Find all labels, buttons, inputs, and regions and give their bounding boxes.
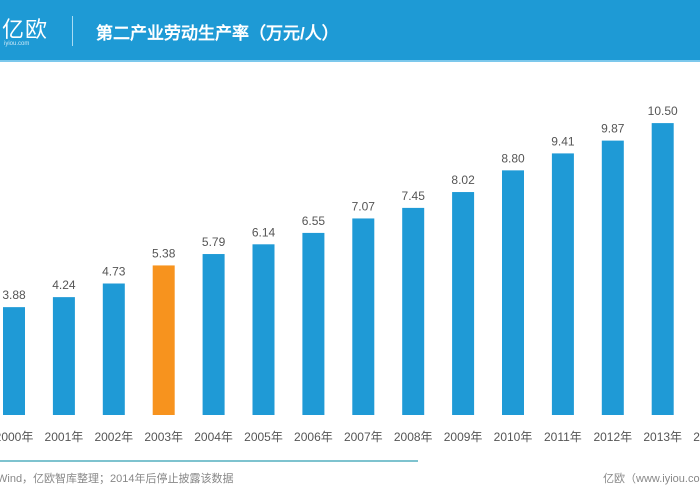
bar-2004年 [202,254,225,415]
data-label: 8.80 [501,151,525,165]
x-tick-label: 2013年 [643,430,682,444]
logo-subtext: iyiou.com [4,41,30,47]
x-tick-label: 2003年 [144,430,183,444]
x-tick-label: 2002年 [94,430,133,444]
bar-2006年 [302,232,325,415]
x-tick-label: 2005年 [244,430,283,444]
x-tick-label: 2009年 [444,430,483,444]
x-tick-label: 2001年 [45,430,84,444]
bar-2012年 [601,140,624,415]
x-tick-label: 2006年 [294,430,333,444]
logo: 亿欧 [2,17,49,42]
data-label: 5.38 [152,246,176,260]
bar-2013年 [651,123,674,415]
data-label: 9.41 [551,134,575,148]
data-label: 6.55 [302,214,326,228]
x-tick-label: 2011年 [544,430,582,444]
data-label: 5.79 [202,235,226,249]
x-tick-label: 2007年 [344,430,383,444]
x-tick-label: 2010年 [494,430,533,444]
bar-chart: 3.88 2000年 4.24 2001年 4.73 2002年 5.38 2003年 5.79… [0,104,700,444]
footer-divider [0,460,418,462]
source-note: Wind，亿欧智库整理；2014年后停止披露该数据 [0,473,234,485]
bar-2011年 [551,153,574,415]
x-tick-label: 2008年 [394,430,433,444]
bar-2000年 [3,307,25,415]
x-tick-label: 2014年 [693,430,700,444]
x-tick-label: 2004年 [194,430,233,444]
bar-2005年 [252,244,275,415]
data-label: 3.88 [2,288,26,302]
bar-2010年 [502,170,524,415]
bar-2002年 [102,283,125,415]
header-bar: 亿欧 iyiou.com 第二产业劳动生产率（万元/人） [0,0,700,62]
data-label: 7.45 [402,189,426,203]
data-label: 9.87 [601,122,625,136]
data-label: 4.73 [102,265,126,279]
x-tick-label: 2000年 [0,430,33,444]
chart-title: 第二产业劳动生产率（万元/人） [96,24,339,43]
data-label: 6.14 [252,225,276,239]
data-label: 10.50 [648,104,678,118]
bar-2008年 [402,207,425,415]
data-label: 8.02 [451,173,475,187]
header-divider [72,16,73,46]
data-label: 7.07 [352,199,376,213]
bar-2003年 [152,265,175,415]
bar-2001年 [52,297,75,415]
x-tick-label: 2012年 [593,430,632,444]
bar-2007年 [352,218,375,415]
data-label: 4.24 [52,278,76,292]
credit-note: 亿欧（www.iyiou.com） [603,473,700,485]
bar-2009年 [452,192,475,415]
